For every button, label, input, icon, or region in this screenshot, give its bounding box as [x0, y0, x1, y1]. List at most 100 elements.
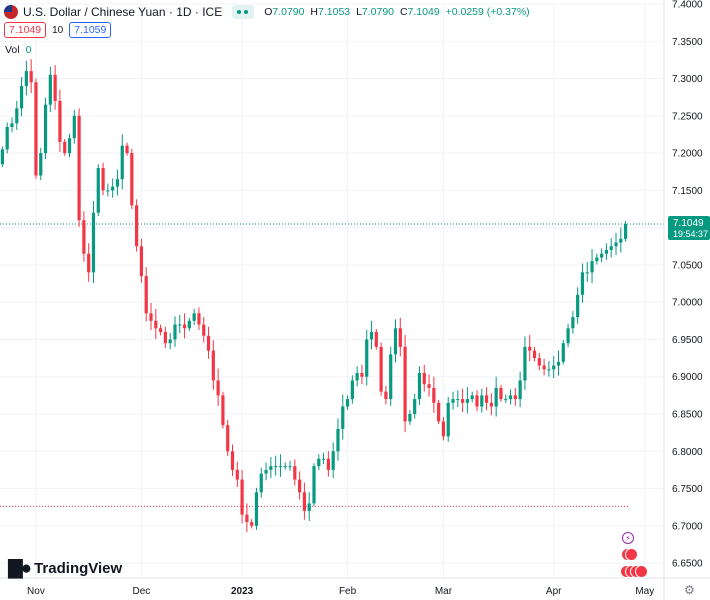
candle[interactable] — [96, 168, 100, 213]
candle[interactable] — [494, 387, 498, 407]
candle[interactable] — [221, 395, 225, 426]
candle[interactable] — [24, 71, 28, 86]
candle[interactable] — [10, 123, 14, 127]
candle[interactable] — [245, 514, 249, 523]
candle[interactable] — [480, 395, 484, 407]
candle[interactable] — [269, 466, 273, 470]
candle[interactable] — [211, 350, 215, 381]
candle[interactable] — [144, 276, 148, 314]
candle[interactable] — [427, 384, 431, 388]
candle[interactable] — [345, 399, 350, 407]
candle[interactable] — [398, 328, 402, 347]
candle[interactable] — [259, 473, 263, 493]
candle[interactable] — [547, 369, 551, 371]
candle[interactable] — [130, 153, 134, 206]
candle[interactable] — [513, 395, 517, 400]
candle[interactable] — [528, 346, 532, 351]
candle[interactable] — [489, 402, 493, 407]
candle[interactable] — [19, 86, 24, 109]
candle[interactable] — [82, 220, 86, 254]
candle[interactable] — [58, 100, 62, 142]
candle[interactable] — [461, 399, 465, 403]
tradingview-logo[interactable]: ▇● TradingView — [8, 557, 122, 580]
candle[interactable] — [307, 503, 311, 511]
candle[interactable] — [619, 238, 623, 243]
candle[interactable] — [125, 145, 129, 154]
candle[interactable] — [149, 313, 153, 321]
candle[interactable] — [29, 71, 33, 83]
candle[interactable] — [484, 395, 489, 403]
candle[interactable] — [206, 335, 211, 351]
candle[interactable] — [230, 451, 235, 470]
candle[interactable] — [197, 313, 201, 325]
candle[interactable] — [139, 246, 144, 277]
settings-gear-icon[interactable]: ⚙ — [684, 583, 695, 597]
candle[interactable] — [408, 414, 412, 422]
candle[interactable] — [561, 343, 565, 362]
candle[interactable] — [384, 391, 388, 400]
candles[interactable] — [0, 59, 628, 533]
candle[interactable] — [0, 149, 4, 165]
candle[interactable] — [63, 141, 67, 154]
candle[interactable] — [67, 138, 72, 154]
candle[interactable] — [566, 328, 570, 344]
candle[interactable] — [393, 328, 398, 355]
candle[interactable] — [556, 361, 561, 366]
candle[interactable] — [422, 373, 426, 385]
candle[interactable] — [576, 294, 580, 318]
candle[interactable] — [532, 350, 537, 359]
candle[interactable] — [585, 272, 589, 274]
candle[interactable] — [120, 145, 124, 180]
candle[interactable] — [288, 466, 292, 468]
y-axis[interactable]: 7.4000 7.3500 7.3000 7.2500 7.2000 7.1500 7.10… — [663, 0, 703, 600]
symbol-header[interactable]: U.S. Dollar / Chinese Yuan · 1D · ICE O7… — [4, 5, 533, 19]
candle[interactable] — [389, 354, 393, 400]
candle[interactable] — [604, 250, 609, 254]
candle[interactable] — [403, 346, 407, 422]
candle[interactable] — [192, 313, 196, 321]
candle[interactable] — [614, 242, 618, 247]
candle[interactable] — [413, 399, 417, 414]
candle[interactable] — [580, 272, 585, 295]
candle[interactable] — [355, 373, 359, 381]
candle[interactable] — [15, 108, 19, 124]
candle[interactable] — [106, 190, 110, 192]
sell-button[interactable]: 7.1049 — [4, 22, 47, 38]
candle[interactable] — [111, 186, 115, 191]
candle[interactable] — [87, 253, 91, 273]
candle[interactable] — [336, 428, 340, 452]
candle[interactable] — [321, 458, 326, 460]
candle[interactable] — [216, 380, 220, 396]
candle[interactable] — [571, 317, 575, 329]
candle[interactable] — [312, 466, 316, 504]
volume-legend[interactable]: Vol 0 — [5, 44, 31, 56]
candle[interactable] — [43, 104, 48, 154]
candle[interactable] — [624, 223, 628, 239]
candle[interactable] — [5, 127, 9, 150]
candle[interactable] — [537, 358, 541, 366]
candle[interactable] — [350, 380, 354, 400]
candle[interactable] — [508, 395, 513, 400]
candle[interactable] — [187, 320, 191, 329]
candle[interactable] — [465, 399, 470, 403]
candle[interactable] — [504, 399, 508, 401]
candle[interactable] — [302, 492, 307, 511]
candle[interactable] — [264, 469, 268, 474]
candle[interactable] — [298, 479, 302, 493]
candle[interactable] — [158, 328, 163, 332]
candle[interactable] — [456, 399, 460, 401]
candle[interactable] — [417, 373, 422, 400]
candle[interactable] — [499, 387, 503, 400]
candle[interactable] — [235, 469, 239, 480]
candle[interactable] — [182, 324, 187, 329]
candle[interactable] — [437, 402, 441, 422]
candle[interactable] — [365, 339, 369, 377]
candle[interactable] — [48, 74, 52, 105]
candle[interactable] — [77, 115, 81, 221]
candle[interactable] — [283, 466, 287, 468]
candle[interactable] — [163, 332, 167, 344]
candle[interactable] — [446, 402, 450, 437]
candle[interactable] — [135, 205, 139, 247]
candle[interactable] — [91, 212, 96, 273]
